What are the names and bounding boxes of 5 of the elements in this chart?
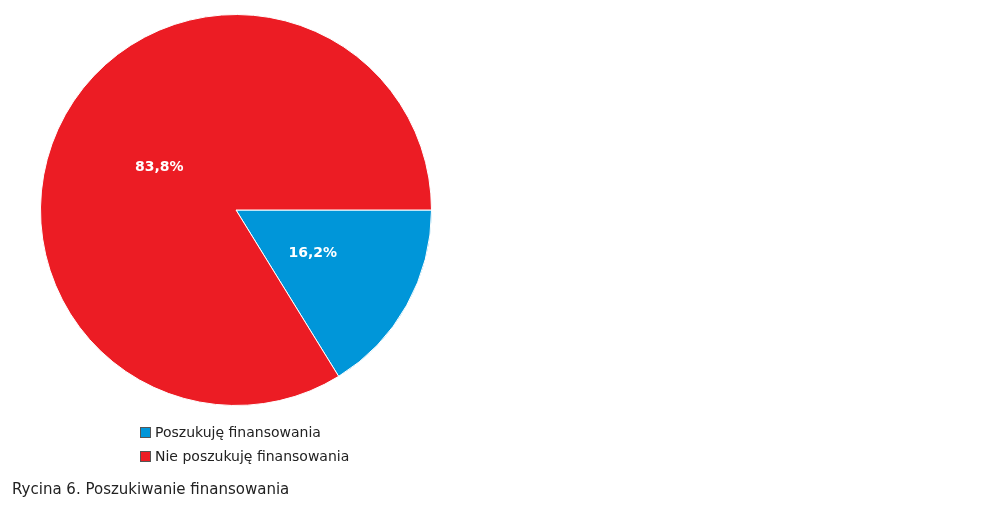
data-label: 83,8% [134, 157, 184, 174]
legend-label: Nie poszukuję finansowania [155, 448, 350, 464]
text: Rycina 6. Poszukiwanie finansowania [12, 480, 290, 498]
data-label: 16,2% [288, 243, 338, 260]
legend-label: Poszukuję finansowania [155, 424, 321, 440]
